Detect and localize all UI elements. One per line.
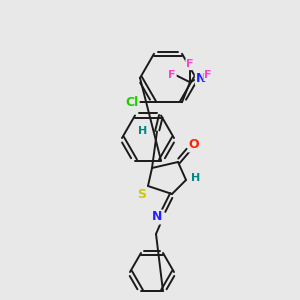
Text: N: N: [152, 211, 162, 224]
Text: H: H: [191, 173, 201, 183]
Text: H: H: [138, 127, 148, 136]
Text: F: F: [168, 70, 176, 80]
Text: F: F: [204, 70, 212, 80]
Text: F: F: [186, 59, 194, 69]
Text: O: O: [189, 139, 199, 152]
Text: S: S: [137, 188, 146, 200]
Text: Cl: Cl: [125, 96, 139, 109]
Text: N: N: [196, 71, 206, 85]
